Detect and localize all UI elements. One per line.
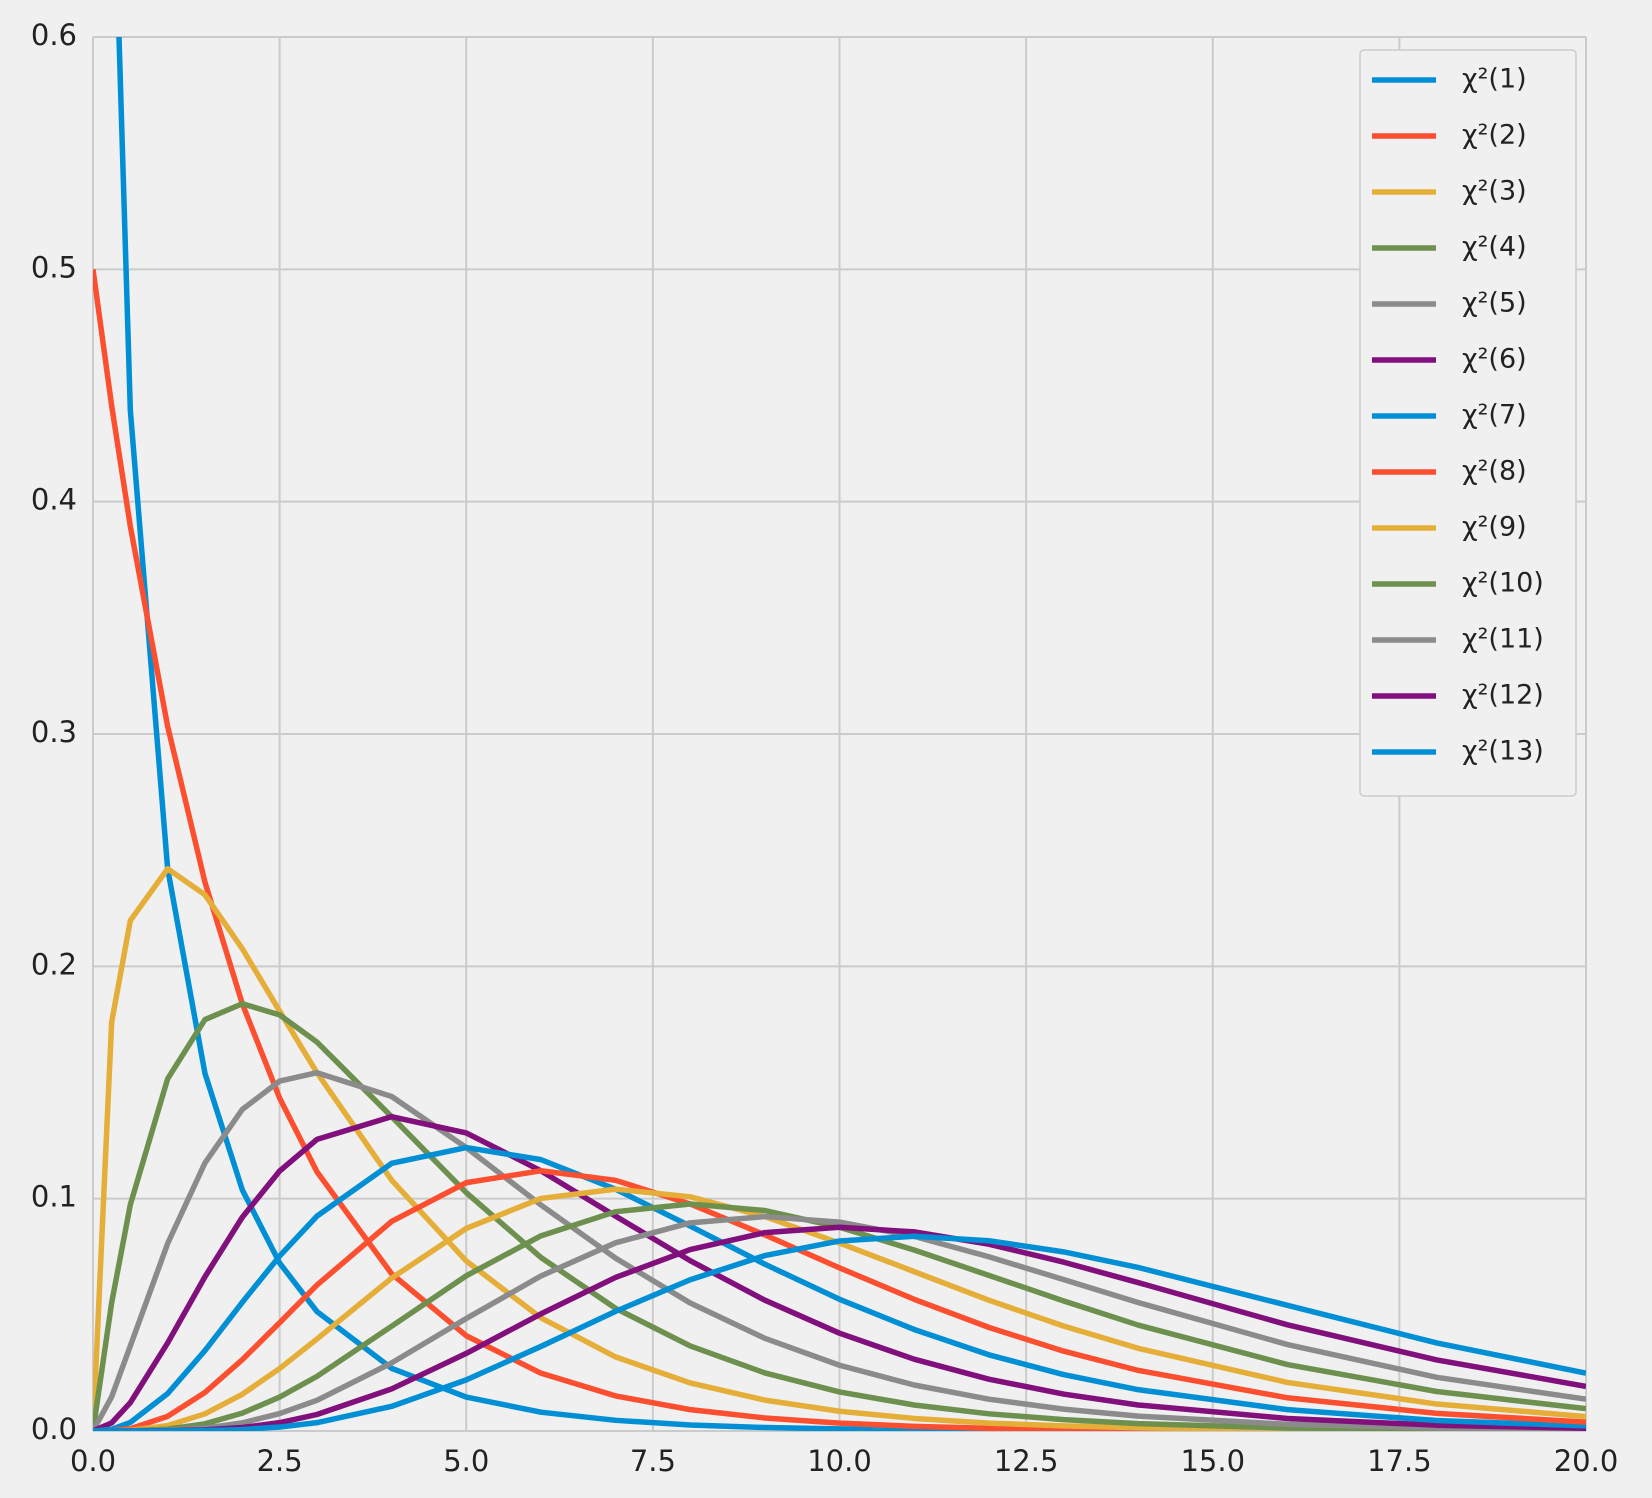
legend-label: χ²(8) — [1462, 456, 1527, 487]
series-line — [93, 1186, 1586, 1431]
y-tick-label: 0.1 — [31, 1180, 77, 1214]
x-tick-label: 20.0 — [1554, 1444, 1619, 1478]
legend-label: χ²(2) — [1462, 120, 1527, 151]
x-tick-label: 2.5 — [257, 1444, 303, 1478]
y-tick-label: 0.5 — [31, 250, 77, 284]
y-tick-label: 0.0 — [31, 1412, 77, 1446]
y-tick-label: 0.3 — [31, 715, 77, 749]
y-tick-label: 0.4 — [31, 483, 77, 517]
series-line — [93, 866, 1586, 1431]
series-line — [93, 1000, 1586, 1431]
x-tick-label: 12.5 — [994, 1444, 1059, 1478]
tick-labels: 0.0 2.5 5.0 7.5 10.0 12.5 15.0 17.5 20.0 0.0 0.1 0.… — [31, 18, 1618, 1478]
legend-label: χ²(3) — [1462, 176, 1527, 207]
legend-label: χ²(4) — [1462, 232, 1527, 263]
plot-area — [93, 37, 1586, 1431]
legend: χ²(1) χ²(2) χ²(3) χ²(4) χ²(5) χ²(6) χ²(7) χ²(8)… — [1359, 49, 1577, 797]
y-tick-label: 0.2 — [31, 947, 77, 981]
legend-label: χ²(11) — [1462, 624, 1544, 655]
legend-label: χ²(5) — [1462, 288, 1527, 319]
legend-label: χ²(9) — [1462, 512, 1527, 543]
legend-label: χ²(6) — [1462, 344, 1527, 375]
y-tick-label: 0.6 — [31, 18, 77, 52]
x-tick-label: 0.0 — [70, 1444, 116, 1478]
series-line — [93, 1233, 1586, 1431]
series-line — [93, 1069, 1586, 1431]
series-line — [93, 1168, 1586, 1431]
legend-label: χ²(10) — [1462, 568, 1544, 599]
legend-label: χ²(7) — [1462, 400, 1527, 431]
legend-label: χ²(1) — [1462, 64, 1527, 95]
x-tick-label: 5.0 — [443, 1444, 489, 1478]
x-tick-label: 10.0 — [807, 1444, 872, 1478]
legend-label: χ²(12) — [1462, 680, 1544, 711]
x-tick-label: 17.5 — [1367, 1444, 1432, 1478]
legend-box — [1359, 49, 1577, 797]
x-tick-label: 7.5 — [630, 1444, 676, 1478]
legend-label: χ²(13) — [1462, 736, 1544, 767]
x-tick-label: 15.0 — [1180, 1444, 1245, 1478]
series-line — [93, 1201, 1586, 1431]
